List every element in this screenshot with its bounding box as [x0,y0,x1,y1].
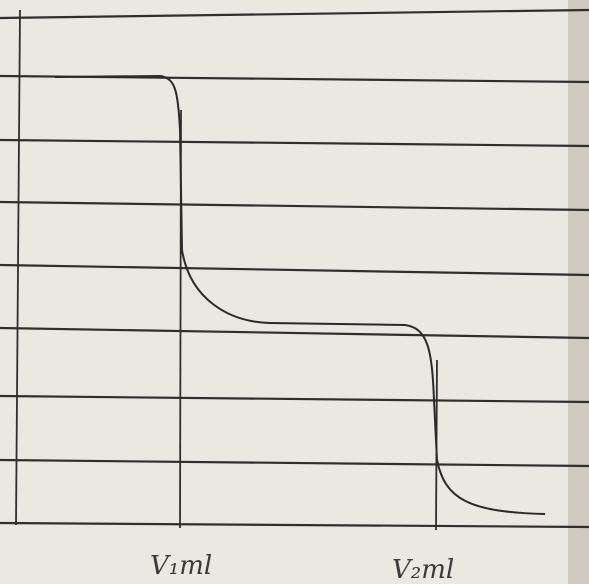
v1-label: V₁ml [150,551,212,581]
titration-curve [54,74,546,515]
page-edge [568,0,589,584]
v2-label: V₂ml [392,555,454,584]
